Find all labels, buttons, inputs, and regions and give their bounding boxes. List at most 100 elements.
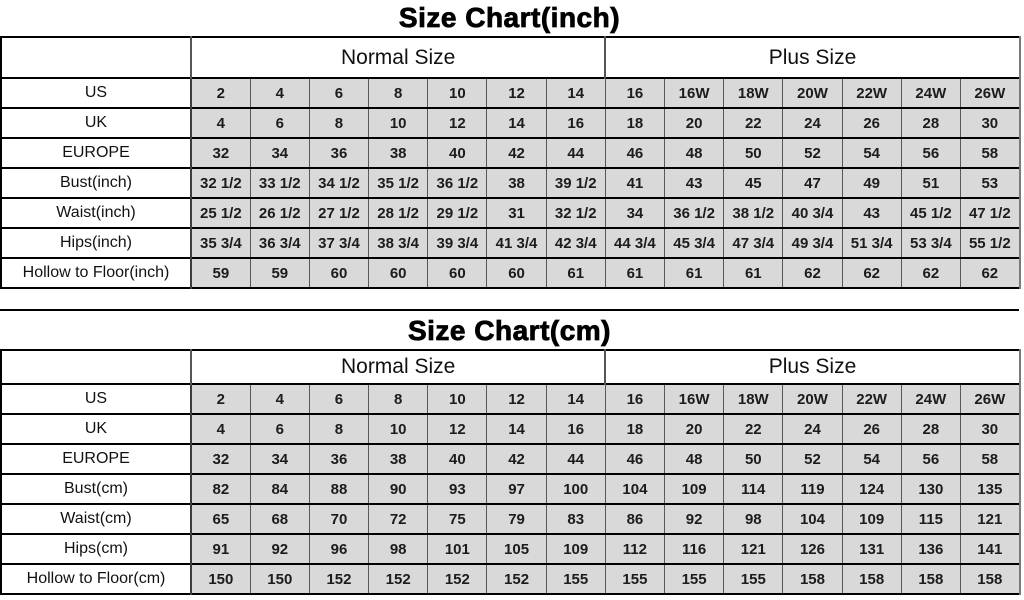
size-cell: 24 bbox=[782, 414, 843, 444]
size-cell: 22W bbox=[841, 78, 902, 108]
group-header-normal-size: Normal Size bbox=[189, 37, 606, 78]
size-cell: 24W bbox=[900, 384, 961, 414]
size-cell: 126 bbox=[782, 534, 843, 564]
size-cell: 14 bbox=[486, 414, 547, 444]
size-cell: 40 3/4 bbox=[782, 198, 843, 228]
size-cell: 112 bbox=[604, 534, 665, 564]
size-cell: 33 1/2 bbox=[249, 168, 310, 198]
size-cell: 28 bbox=[900, 414, 961, 444]
row-label: Bust(cm) bbox=[0, 474, 192, 504]
size-cell: 119 bbox=[782, 474, 843, 504]
size-cell: 60 bbox=[368, 258, 428, 288]
size-cell: 6 bbox=[308, 384, 369, 414]
size-cell: 18W bbox=[723, 78, 783, 108]
size-cell: 61 bbox=[604, 258, 665, 288]
size-cell: 43 bbox=[663, 168, 724, 198]
size-cell: 31 bbox=[486, 198, 547, 228]
size-cell: 46 bbox=[604, 444, 665, 474]
size-cell: 104 bbox=[782, 504, 843, 534]
size-cell: 45 3/4 bbox=[663, 228, 724, 258]
size-cell: 72 bbox=[368, 504, 428, 534]
size-cell: 158 bbox=[959, 564, 1021, 594]
table-row: Hips(inch) 35 3/4 36 3/4 37 3/4 38 3/4 39 3/4… bbox=[0, 228, 1021, 258]
size-cell: 58 bbox=[959, 138, 1021, 168]
size-cell: 88 bbox=[308, 474, 369, 504]
size-cell: 38 3/4 bbox=[368, 228, 428, 258]
row-label: Hips(inch) bbox=[0, 228, 192, 258]
size-cell: 109 bbox=[841, 504, 902, 534]
table-row: UK 4 6 8 10 12 14 16 18 20 22 24 26 28 30 bbox=[0, 414, 1021, 444]
size-cell: 38 1/2 bbox=[723, 198, 783, 228]
size-cell: 150 bbox=[249, 564, 310, 594]
size-cell: 6 bbox=[308, 78, 369, 108]
size-cell: 97 bbox=[486, 474, 547, 504]
size-cell: 96 bbox=[308, 534, 369, 564]
size-cell: 26 1/2 bbox=[249, 198, 310, 228]
size-cell: 55 1/2 bbox=[959, 228, 1021, 258]
size-cell: 91 bbox=[190, 534, 251, 564]
size-cell: 84 bbox=[249, 474, 310, 504]
size-cell: 62 bbox=[959, 258, 1021, 288]
size-table-inch: Normal Size Plus Size US 2 4 6 8 10 12 14 16 16W 18W… bbox=[0, 36, 1021, 289]
size-cell: 121 bbox=[959, 504, 1021, 534]
size-cell: 25 1/2 bbox=[190, 198, 251, 228]
size-cell: 75 bbox=[427, 504, 487, 534]
size-cell: 20W bbox=[782, 78, 843, 108]
size-cell: 50 bbox=[723, 444, 783, 474]
size-cell: 158 bbox=[841, 564, 902, 594]
size-cell: 136 bbox=[900, 534, 961, 564]
size-cell: 131 bbox=[841, 534, 902, 564]
size-cell: 38 bbox=[368, 138, 428, 168]
size-cell: 121 bbox=[723, 534, 783, 564]
size-cell: 36 bbox=[308, 444, 369, 474]
size-cell: 20W bbox=[782, 384, 843, 414]
size-cell: 92 bbox=[663, 504, 724, 534]
size-cell: 22W bbox=[841, 384, 902, 414]
size-cell: 12 bbox=[486, 78, 547, 108]
size-cell: 34 bbox=[249, 138, 310, 168]
size-cell: 22 bbox=[723, 414, 783, 444]
size-cell: 54 bbox=[841, 138, 902, 168]
size-cell: 49 bbox=[841, 168, 902, 198]
row-label: Hips(cm) bbox=[0, 534, 192, 564]
row-label: Bust(inch) bbox=[0, 168, 192, 198]
size-cell: 60 bbox=[486, 258, 547, 288]
table-row: Waist(cm) 65 68 70 72 75 79 83 86 92 98 104 109 115 12… bbox=[0, 504, 1021, 534]
size-cell: 49 3/4 bbox=[782, 228, 843, 258]
size-cell: 39 1/2 bbox=[545, 168, 606, 198]
size-cell: 65 bbox=[190, 504, 251, 534]
row-label: EUROPE bbox=[0, 138, 192, 168]
size-cell: 158 bbox=[782, 564, 843, 594]
size-cell: 45 bbox=[723, 168, 783, 198]
size-cell: 50 bbox=[723, 138, 783, 168]
size-cell: 42 3/4 bbox=[545, 228, 606, 258]
size-cell: 8 bbox=[308, 414, 369, 444]
size-cell: 53 3/4 bbox=[900, 228, 961, 258]
size-cell: 54 bbox=[841, 444, 902, 474]
size-cell: 52 bbox=[782, 444, 843, 474]
size-cell: 155 bbox=[723, 564, 783, 594]
size-cell: 155 bbox=[604, 564, 665, 594]
corner-cell bbox=[0, 37, 191, 78]
size-cell: 116 bbox=[663, 534, 724, 564]
size-cell: 53 bbox=[959, 168, 1021, 198]
size-cell: 135 bbox=[959, 474, 1021, 504]
table-row: Hollow to Floor(inch) 59 59 60 60 60 60 61 61 61 6… bbox=[0, 258, 1021, 288]
size-cell: 61 bbox=[663, 258, 724, 288]
size-chart-cm-section: Size Chart(cm) Normal Size Plus Size US 2 4 6… bbox=[0, 309, 1024, 595]
table-row: Bust(inch) 32 1/2 33 1/2 34 1/2 35 1/2 36 1/2… bbox=[0, 168, 1021, 198]
size-cell: 34 1/2 bbox=[308, 168, 369, 198]
size-cell: 8 bbox=[368, 384, 428, 414]
size-cell: 62 bbox=[782, 258, 843, 288]
size-cell: 12 bbox=[427, 108, 487, 138]
size-cell: 152 bbox=[486, 564, 547, 594]
size-cell: 43 bbox=[841, 198, 902, 228]
size-cell: 59 bbox=[249, 258, 310, 288]
size-cell: 10 bbox=[427, 78, 487, 108]
size-cell: 10 bbox=[368, 108, 428, 138]
group-header-row: Normal Size Plus Size bbox=[0, 350, 1021, 384]
size-cell: 141 bbox=[959, 534, 1021, 564]
size-cell: 4 bbox=[249, 384, 310, 414]
chart-title-inch: Size Chart(inch) bbox=[398, 2, 621, 34]
size-cell: 98 bbox=[368, 534, 428, 564]
